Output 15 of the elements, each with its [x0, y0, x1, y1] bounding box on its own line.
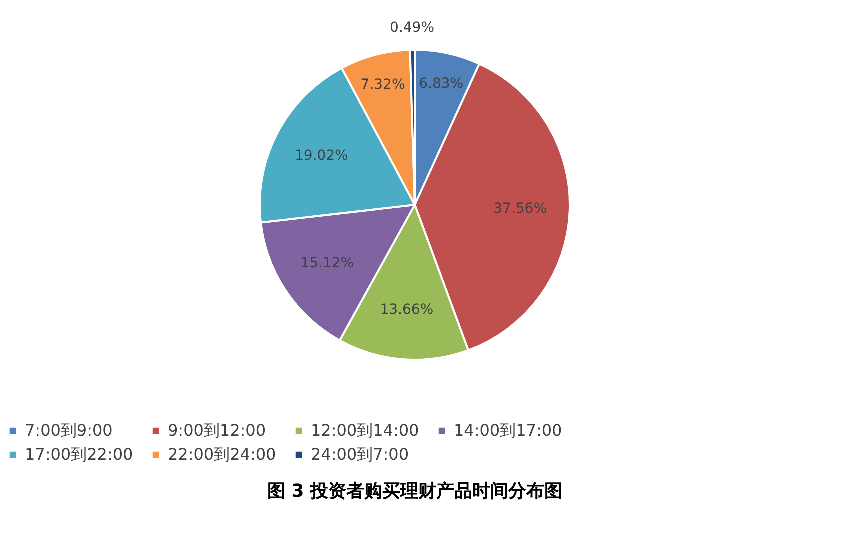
legend-label: 14:00到17:00 [454, 421, 562, 440]
legend-label: 24:00到7:00 [311, 445, 410, 464]
legend-label: 22:00到24:00 [168, 445, 276, 464]
data-label: 0.49% [390, 20, 435, 36]
legend-label: 12:00到14:00 [311, 421, 420, 440]
legend-label: 17:00到22:00 [25, 445, 134, 464]
data-label: 13.66% [380, 302, 434, 318]
data-label: 19.02% [294, 148, 348, 164]
legend-label: 9:00到12:00 [168, 421, 266, 440]
text: 图 3 投资者购买理财产品时间分布图 [267, 481, 563, 502]
data-label: 37.56% [494, 201, 548, 218]
data-label: 15.12% [300, 256, 354, 272]
data-label: 6.83% [419, 76, 464, 92]
legend-label: 7:00到9:00 [25, 421, 113, 440]
data-label: 7.32% [360, 77, 406, 94]
